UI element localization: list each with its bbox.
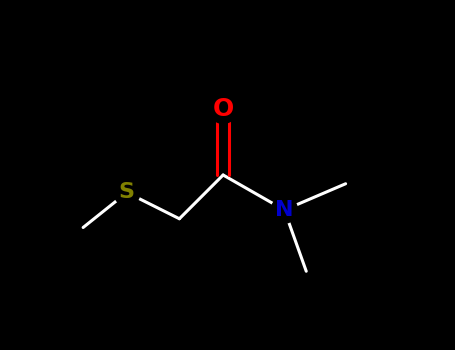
Circle shape (271, 197, 298, 223)
Circle shape (114, 179, 140, 206)
Text: O: O (212, 97, 234, 121)
Text: N: N (275, 200, 293, 220)
Circle shape (209, 95, 237, 124)
Text: S: S (119, 182, 135, 203)
